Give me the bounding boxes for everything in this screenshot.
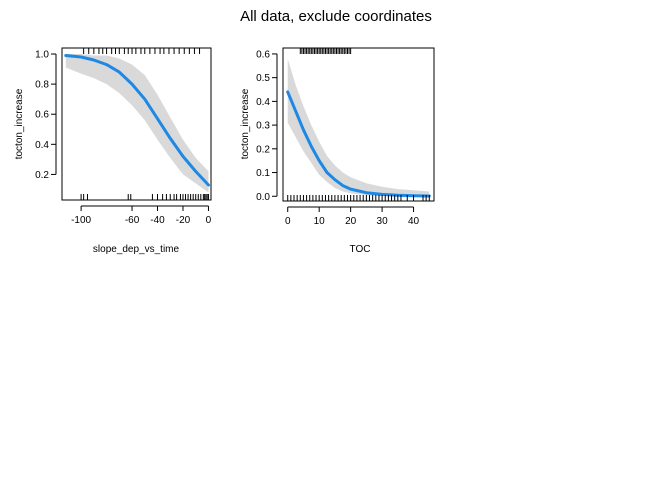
confidence-band bbox=[287, 58, 430, 197]
y-tick-label: 0.6 bbox=[35, 110, 49, 121]
y-tick-label: 0.1 bbox=[256, 168, 270, 179]
x-tick-label: -60 bbox=[125, 215, 140, 226]
x-tick-label: 10 bbox=[314, 216, 326, 227]
x-tick-label: -40 bbox=[150, 215, 165, 226]
y-tick-label: 0.2 bbox=[256, 144, 270, 155]
fit-line bbox=[286, 90, 431, 198]
fit-line-group bbox=[64, 54, 210, 187]
fit-line-group bbox=[286, 90, 431, 198]
y-tick-label: 0.6 bbox=[256, 49, 270, 60]
confidence-band bbox=[65, 54, 209, 193]
x-tick-label: 40 bbox=[408, 216, 420, 227]
y-tick-label: 0.8 bbox=[35, 80, 49, 91]
x-axis-label: slope_dep_vs_time bbox=[93, 244, 180, 255]
y-axis-label: tocton_increase bbox=[240, 88, 251, 159]
x-tick-label: 30 bbox=[377, 216, 389, 227]
rug-bottom-group bbox=[287, 195, 430, 201]
page-title: All data, exclude coordinates bbox=[240, 8, 432, 25]
chart-panel-slope: -100 -60 -40 -20 0 0.2 0.4 0.6 0.8 1.0 slope_dep… bbox=[14, 47, 212, 255]
x-axis: 0 10 20 30 40 bbox=[285, 206, 420, 227]
fit-line bbox=[64, 54, 210, 187]
rug-top-group bbox=[299, 48, 352, 54]
y-tick-label: 1.0 bbox=[35, 50, 49, 61]
y-tick-label: 0.4 bbox=[256, 97, 270, 108]
rug-bottom-group bbox=[80, 194, 209, 200]
x-tick-label: -20 bbox=[176, 215, 191, 226]
x-axis-label: TOC bbox=[350, 244, 371, 255]
plot-frame bbox=[61, 47, 212, 201]
plot-frame bbox=[282, 47, 435, 202]
rug-top-group bbox=[83, 48, 201, 54]
y-axis-label: tocton_increase bbox=[14, 88, 25, 159]
y-axis: 0.2 0.4 0.6 0.8 1.0 bbox=[35, 50, 57, 181]
y-tick-label: 0.2 bbox=[35, 170, 49, 181]
chart-panel-toc: 0 10 20 30 40 0.0 0.1 0.2 0.3 0.4 0.5 0.6 TOC toct… bbox=[240, 47, 435, 255]
ci-band-group bbox=[287, 58, 430, 197]
x-tick-label: 20 bbox=[345, 216, 357, 227]
x-axis: -100 -60 -40 -20 0 bbox=[71, 205, 212, 226]
x-tick-label: 0 bbox=[206, 215, 212, 226]
y-axis: 0.0 0.1 0.2 0.3 0.4 0.5 0.6 bbox=[256, 49, 278, 203]
y-tick-label: 0.3 bbox=[256, 121, 270, 132]
x-tick-label: -100 bbox=[71, 215, 91, 226]
y-tick-label: 0.0 bbox=[256, 192, 270, 203]
ci-band-group bbox=[65, 54, 209, 193]
y-tick-label: 0.4 bbox=[35, 140, 49, 151]
x-tick-label: 0 bbox=[285, 216, 291, 227]
y-tick-label: 0.5 bbox=[256, 73, 270, 84]
